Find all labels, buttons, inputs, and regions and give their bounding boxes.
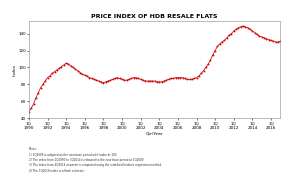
Title: PRICE INDEX OF HDB RESALE FLATS: PRICE INDEX OF HDB RESALE FLATS [91,14,218,19]
X-axis label: Qtr/Year: Qtr/Year [146,131,163,135]
Y-axis label: Index: Index [13,64,17,76]
Text: Notes:
1) 1Q2009 is adopted as the new base period with index at 100.
2) The ind: Notes: 1) 1Q2009 is adopted as the new b… [29,147,162,172]
